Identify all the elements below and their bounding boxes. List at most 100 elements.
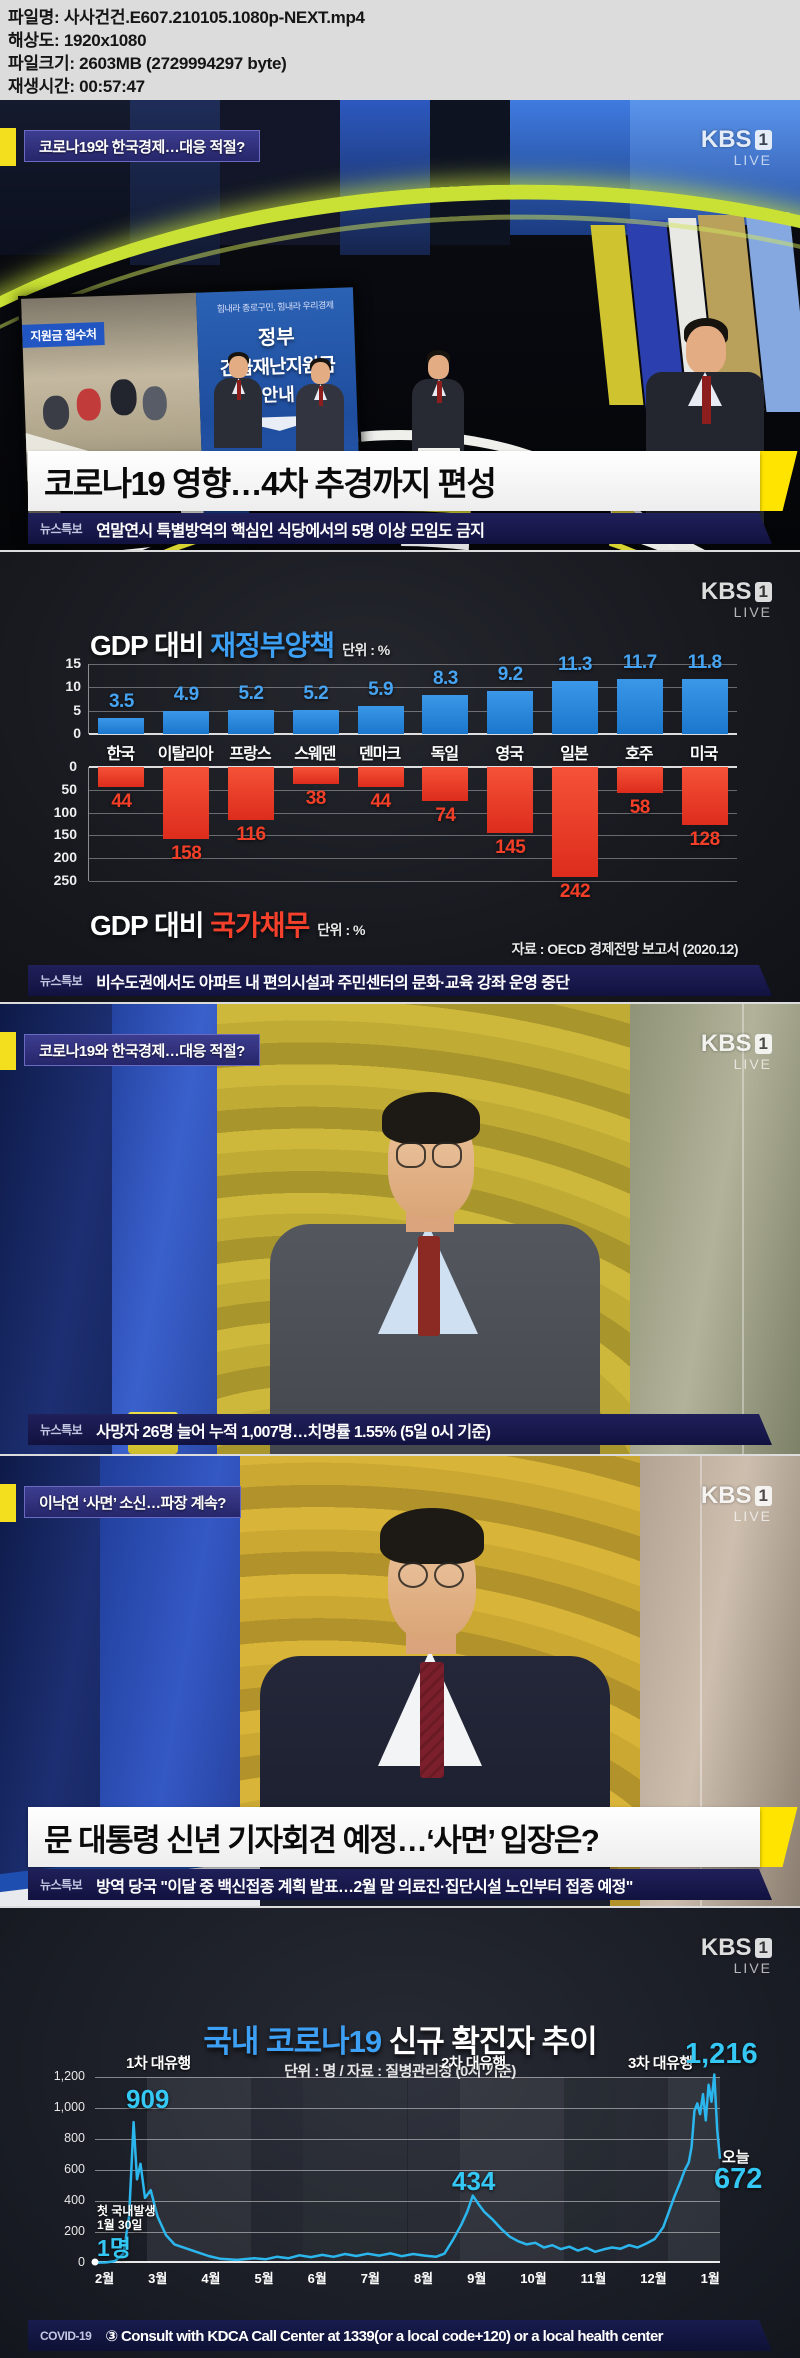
month-label: 8월 — [413, 2271, 434, 2286]
bar-value-label: 11.7 — [622, 652, 657, 674]
kbs-live-badge: LIVE — [733, 1960, 772, 1976]
wall-panel — [630, 100, 800, 225]
category-label: 미국 — [689, 746, 718, 763]
bar-value-label: 158 — [171, 843, 202, 865]
stimulus-bar — [681, 678, 728, 734]
gridline — [95, 2261, 720, 2263]
y-axis-tick: 200 — [53, 849, 77, 866]
panelist-closeup — [250, 1054, 610, 1454]
glass-partition-edge — [700, 1456, 702, 1906]
bar-value-label: 38 — [305, 788, 327, 810]
y-axis-tick: 600 — [64, 2162, 85, 2176]
gridline — [89, 835, 737, 837]
gridline — [89, 812, 737, 814]
ticker-text: 방역 당국 "이달 중 백신접종 계획 발표…2월 말 의료진·집단시설 노인부… — [96, 1878, 633, 1896]
y-axis-tick: 50 — [61, 780, 77, 797]
wall-panel — [430, 100, 510, 245]
debt-bar — [681, 767, 728, 826]
kbs-watermark: KBS 1 LIVE — [701, 1482, 772, 1524]
kbs-live-badge: LIVE — [733, 1508, 772, 1524]
month-band — [147, 2077, 200, 2263]
debt-bar — [163, 767, 210, 840]
ticker-label: 뉴스특보 — [40, 1423, 83, 1437]
category-label: 일본 — [560, 746, 588, 763]
gridline — [95, 2232, 720, 2233]
y-axis-tick: 15 — [65, 655, 81, 671]
bar-value-label: 4.9 — [173, 684, 199, 706]
stimulus-bar — [228, 709, 274, 734]
bar-value-label: 8.3 — [432, 668, 458, 690]
stimulus-bar — [552, 681, 598, 734]
month-label: 5월 — [254, 2271, 274, 2286]
bar-value-label: 145 — [495, 837, 526, 859]
kbs-channel-1-icon: 1 — [754, 1034, 772, 1054]
resolution-label: 해상도: — [8, 31, 60, 50]
screen-photo-figure — [109, 378, 138, 416]
gridline — [95, 2077, 720, 2078]
kbs-logo: KBS — [700, 1934, 752, 1961]
file-size-label: 파일크기: — [8, 54, 75, 73]
chart-title-rest: 신규 확진자 추이 — [381, 2024, 598, 2059]
gridline — [89, 710, 737, 712]
month-label: 11월 — [580, 2271, 607, 2286]
covid-line-chart: 1,200 1,000 800 600 400 200 0 — [54, 2069, 722, 2269]
covid-trend-line — [91, 2073, 722, 2266]
topic-label: 이낙연 ‘사면’ 소신…파장 계속? — [24, 1486, 241, 1518]
duration-value: 00:57:47 — [79, 77, 145, 96]
y-axis-tick: 1,200 — [53, 2069, 85, 2083]
month-band — [667, 2077, 720, 2263]
debt-bar — [357, 767, 404, 788]
topic-label-text: 이낙연 ‘사면’ 소신…파장 계속? — [39, 1494, 226, 1512]
resolution-line: 해상도: 1920x1080 — [8, 29, 800, 52]
stimulus-bar — [357, 706, 404, 734]
y-axis-tick: 5 — [73, 701, 81, 718]
kbs-watermark: KBS 1 LIVE — [701, 126, 772, 168]
month-label: 7월 — [360, 2271, 380, 2286]
file-info-header: 파일명: 사사건건.E607.210105.1080p-NEXT.mp4 해상도… — [0, 0, 800, 100]
studio-desk-back-arc — [90, 430, 710, 550]
ticker-label: 뉴스특보 — [40, 1878, 83, 1892]
kbs-logo: KBS — [700, 1482, 752, 1509]
screen-photo-figure — [76, 388, 102, 421]
chart-title-prefix: GDP 대비 — [90, 630, 211, 661]
bar-value-label: 242 — [559, 881, 591, 903]
video-thumbnail-frame-1: 지원금 접수처 힘내라 종로구민, 힘내라 우리경제 정부 긴급재난지원금 안내 — [0, 100, 800, 550]
debt-bar — [487, 767, 534, 834]
peak2-value: 434 — [452, 2166, 496, 2196]
month-label: 12월 — [640, 2271, 667, 2286]
chart-title-highlight: 재정부양책 — [210, 630, 335, 661]
today-value: 672 — [714, 2163, 763, 2195]
bar-value-label: 116 — [236, 823, 266, 845]
chart-source-note: 자료 : OECD 경제전망 보고서 (2020.12) — [511, 941, 739, 957]
panelist-figure — [408, 350, 468, 451]
headline-bar: 문 대통령 신년 기자회견 예정…‘사면’ 입장은? — [28, 1807, 760, 1867]
month-band — [511, 2077, 564, 2263]
chart-unit-label: 단위 : % — [342, 642, 390, 658]
kbs-channel-1-icon: 1 — [754, 1486, 772, 1506]
category-label: 이탈리아 — [157, 746, 214, 763]
debt-bar — [422, 767, 469, 801]
chart-title-highlight: 국내 코로나19 — [203, 2024, 382, 2059]
month-label: 10월 — [520, 2271, 547, 2286]
topic-label-tab — [0, 128, 16, 166]
wall-panel — [130, 100, 220, 265]
news-ticker: 뉴스특보 비수도권에서도 아파트 내 편의시설과 주민센터의 문화·교육 강좌 … — [28, 965, 772, 996]
y-axis-tick: 100 — [53, 803, 77, 820]
wave3-label: 3차 대유행 — [628, 2055, 693, 2072]
file-size-line: 파일크기: 2603MB (2729994297 byte) — [8, 52, 800, 75]
file-name-label: 파일명: — [8, 8, 60, 27]
debt-bar — [616, 767, 663, 794]
ticker-text: 비수도권에서도 아파트 내 편의시설과 주민센터의 문화·교육 강좌 운영 중단 — [96, 974, 570, 992]
bar-value-label: 74 — [435, 804, 456, 826]
wall-panel — [340, 100, 430, 255]
kbs-logo: KBS — [700, 126, 752, 153]
peak3-value: 1,216 — [685, 2038, 758, 2070]
news-ticker: 뉴스특보 연말연시 특별방역의 핵심인 식당에서의 5명 이상 모임도 금지 — [28, 513, 772, 544]
topic-label-text: 코로나19와 한국경제…대응 적절? — [39, 1042, 245, 1060]
y-axis-tick: 150 — [53, 826, 77, 843]
covid-chart-title: 국내 코로나19 신규 확진자 추이 — [0, 2016, 800, 2061]
stimulus-bar — [163, 711, 210, 734]
y-axis-tick: 250 — [53, 872, 77, 888]
month-band — [355, 2077, 408, 2263]
topic-label-text: 코로나19와 한국경제…대응 적절? — [39, 138, 245, 156]
